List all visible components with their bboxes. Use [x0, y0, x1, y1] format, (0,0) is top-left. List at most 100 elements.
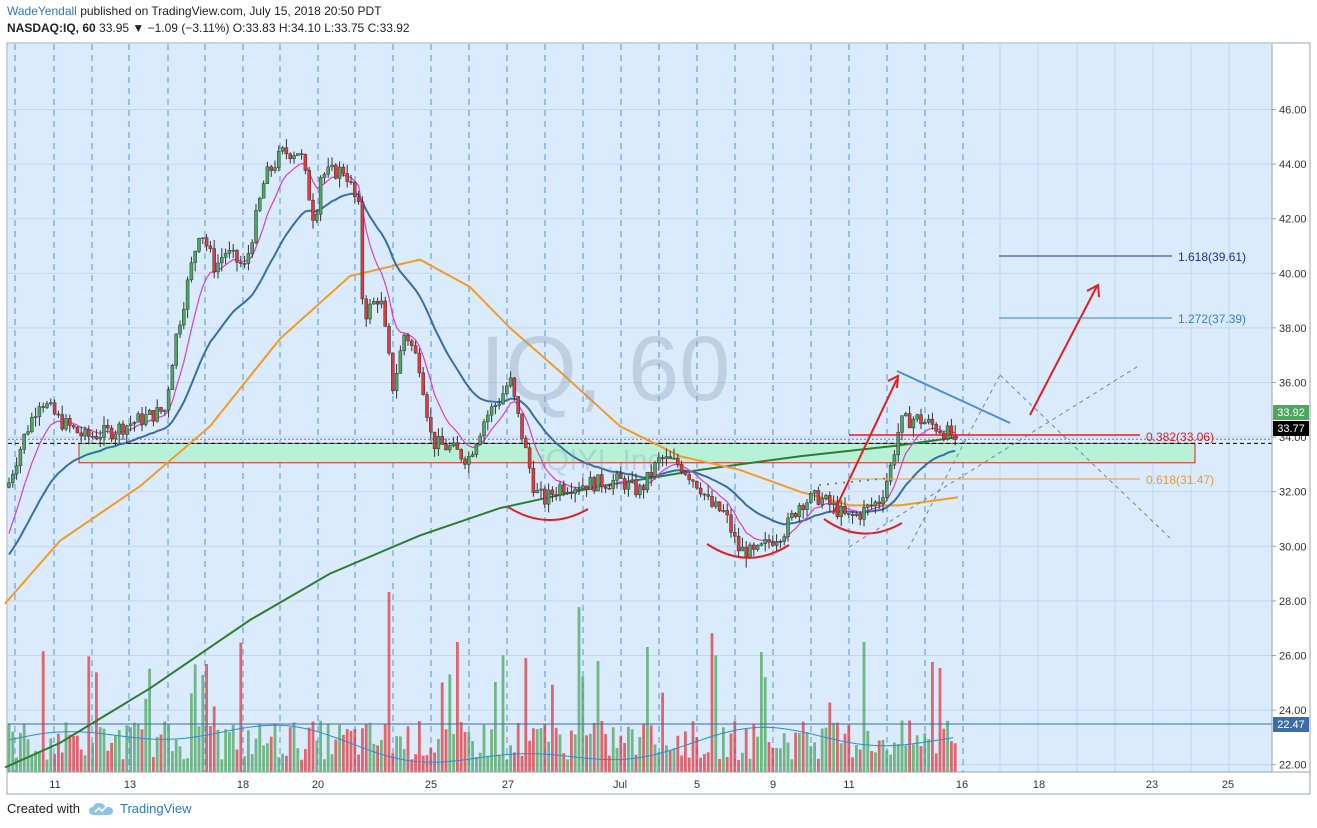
tradingview-link[interactable]: TradingView — [119, 801, 192, 816]
candle-body — [49, 402, 53, 404]
volume-bar — [714, 655, 718, 772]
volume-bar — [520, 755, 524, 772]
right-shoulder-arc — [823, 518, 903, 535]
volume-bar — [763, 677, 767, 772]
volume-bar — [516, 722, 520, 772]
volume-bar — [710, 633, 714, 772]
time-tick-label: 9 — [770, 779, 776, 791]
candle-body — [330, 164, 334, 168]
candle-body — [372, 301, 376, 305]
candlesticks — [7, 139, 957, 568]
volume-bar — [395, 736, 398, 772]
candle-body — [660, 457, 665, 459]
author-name[interactable]: WadeYendall — [7, 4, 77, 18]
volume-bar — [368, 722, 372, 772]
candle-body — [630, 479, 634, 482]
volume-bar — [695, 737, 699, 772]
price-tick-label: 42.00 — [1279, 214, 1307, 226]
candle-body — [68, 418, 72, 426]
volume-bar — [619, 735, 623, 772]
volume-bar — [330, 754, 334, 772]
candle-body — [489, 406, 494, 416]
volume-bar — [296, 748, 300, 772]
candle-body — [307, 170, 311, 201]
fib-label: 0.618(31.47) — [1146, 473, 1214, 487]
time-tick-label: 11 — [843, 779, 854, 791]
candle-body — [166, 389, 171, 411]
volume-bar — [79, 749, 83, 772]
price-label-text: 33.77 — [1277, 423, 1305, 435]
volume-bars — [7, 592, 1272, 772]
volume-bar — [406, 726, 410, 772]
volume-bar — [353, 729, 357, 772]
candle-body — [501, 393, 505, 405]
volume-bar — [19, 732, 22, 772]
candle-body — [638, 486, 642, 496]
volume-bar — [300, 759, 303, 772]
volume-bar — [440, 682, 444, 772]
volume-bar — [573, 734, 577, 772]
candle-body — [752, 544, 756, 550]
up-arrow-right-head — [1086, 283, 1100, 298]
candle-body — [364, 298, 368, 320]
candle-body — [182, 308, 186, 326]
volume-bar — [543, 724, 547, 772]
volume-bar — [535, 729, 539, 772]
volume-bar — [429, 747, 433, 772]
volume-bar — [83, 755, 87, 772]
candle-body — [178, 324, 182, 335]
candle-body — [360, 201, 365, 300]
chart-header-quote: NASDAQ:IQ, 60 33.95 ▼ −1.09 (−3.11%) O:3… — [7, 21, 410, 35]
candle-body — [565, 492, 570, 494]
candle-body — [220, 257, 224, 264]
volume-bar — [11, 731, 15, 772]
price-tick-label: 44.00 — [1279, 159, 1307, 171]
candle-body — [710, 496, 714, 507]
candle-body — [83, 429, 87, 437]
candle-body — [22, 433, 26, 450]
candle-body — [934, 424, 938, 432]
volume-bar — [364, 723, 368, 772]
candle-body — [174, 333, 178, 366]
candle-body — [204, 237, 209, 247]
candle-body — [600, 474, 604, 488]
candle-body — [919, 414, 923, 425]
volume-bar — [182, 759, 186, 772]
support-zone-layer — [8, 438, 1272, 464]
price-tick-label: 38.00 — [1279, 323, 1307, 335]
candle-body — [242, 263, 247, 265]
volume-bar — [380, 739, 383, 772]
price-tick-label: 28.00 — [1279, 596, 1307, 608]
volume-bar — [562, 753, 566, 772]
candle-body — [824, 495, 828, 499]
volume-bar — [885, 750, 889, 772]
candle-body — [467, 456, 471, 465]
up-arrow-right — [1029, 285, 1098, 416]
volume-bar — [809, 746, 813, 772]
candle-body — [394, 373, 399, 391]
volume-bar — [604, 734, 607, 772]
volume-bar — [22, 723, 26, 772]
candle-body — [505, 385, 509, 395]
candle-body — [527, 447, 532, 469]
candle-body — [299, 153, 304, 155]
candle-body — [850, 514, 855, 516]
volume-bar — [718, 758, 721, 772]
volume-bar — [623, 743, 626, 772]
price-tick-label: 40.00 — [1279, 268, 1307, 280]
volume-bar — [915, 735, 919, 772]
volume-bar — [737, 759, 740, 772]
candle-body — [774, 541, 779, 546]
volume-bar — [661, 692, 664, 772]
volume-bar — [117, 729, 121, 772]
volume-bar — [554, 727, 558, 772]
volume-bar — [539, 728, 543, 772]
descending-trendline — [896, 370, 1011, 424]
time-axis[interactable]: 11 13 18 20 25 27 Jul 5 9 11 16 18 23 25 — [49, 779, 1234, 791]
candle-body — [353, 182, 357, 197]
candle-body — [79, 432, 83, 437]
candle-body — [470, 454, 475, 457]
candle-body — [809, 492, 813, 504]
candle-body — [562, 484, 566, 493]
